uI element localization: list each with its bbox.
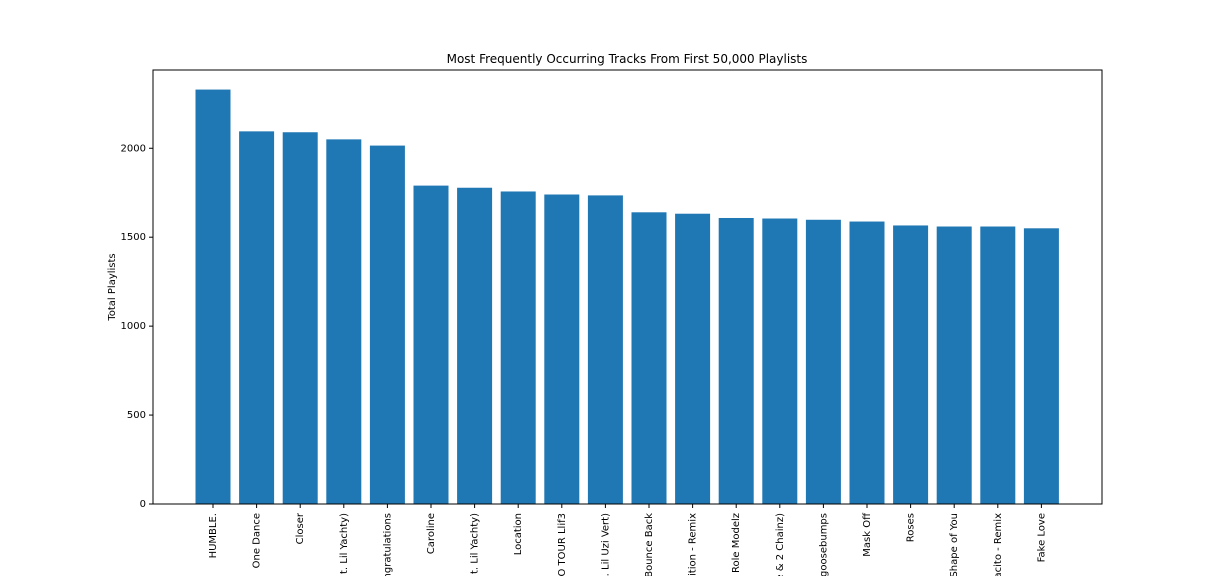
bar (282, 132, 318, 504)
bar (980, 226, 1016, 504)
x-tick-label: e & 2 Chainz) (775, 513, 786, 576)
x-tick-label: t. Lil Yachty) (339, 513, 350, 574)
bar (893, 225, 929, 504)
x-tick-label: Roses (906, 513, 917, 542)
bar (500, 191, 536, 505)
bar (631, 212, 667, 505)
x-tick-label: acito - Remix (993, 513, 1004, 576)
x-tick-label: ngratulations (382, 513, 393, 576)
x-tick-label: HUMBLE. (208, 513, 219, 558)
bar (675, 213, 711, 504)
x-axis: HUMBLE. One Dance Closer t. Lil Yachty) ngra… (208, 504, 1047, 576)
bar (805, 219, 841, 504)
bar (369, 145, 405, 504)
x-tick-label: goosebumps (818, 513, 829, 576)
bar (413, 185, 449, 505)
y-tick-label: 2000 (121, 143, 146, 154)
y-axis: 0 500 1000 1500 2000 (121, 143, 153, 510)
y-tick-label: 1500 (121, 232, 146, 243)
bar (457, 187, 493, 504)
x-tick-label: Location (513, 513, 524, 555)
bar (936, 226, 972, 504)
x-tick-label: Role Modelz (731, 513, 742, 573)
x-tick-label: . Lil Uzi Vert) (600, 513, 611, 576)
y-tick-label: 0 (140, 499, 146, 510)
x-tick-label: ition - Remix (688, 513, 699, 576)
bar (849, 221, 885, 505)
y-axis-label: Total Playlists (107, 253, 118, 321)
x-tick-label: Caroline (426, 513, 437, 554)
x-tick-label: t. Lil Yachty) (470, 513, 481, 574)
x-tick-label: Closer (295, 512, 306, 544)
bars-group (195, 89, 1059, 505)
plot-frame (152, 69, 1103, 505)
x-tick-label: Fake Love (1036, 513, 1047, 562)
chart-title: Most Frequently Occurring Tracks From Fi… (447, 52, 808, 66)
x-tick-label: Mask Off (862, 512, 873, 557)
bar (718, 217, 754, 505)
y-tick-label: 1000 (121, 321, 146, 332)
y-tick-label: 500 (127, 410, 146, 421)
bar (1023, 228, 1059, 505)
x-tick-label: O TOUR Llif3 (557, 513, 568, 576)
bar (587, 195, 623, 504)
bar (195, 89, 231, 504)
bar (544, 194, 580, 504)
bar (326, 139, 362, 504)
bar (239, 131, 275, 505)
x-tick-label: Bounce Back (644, 513, 655, 576)
x-tick-label: Shape of You (949, 513, 960, 576)
x-tick-label: One Dance (252, 513, 263, 568)
bar (762, 218, 798, 504)
